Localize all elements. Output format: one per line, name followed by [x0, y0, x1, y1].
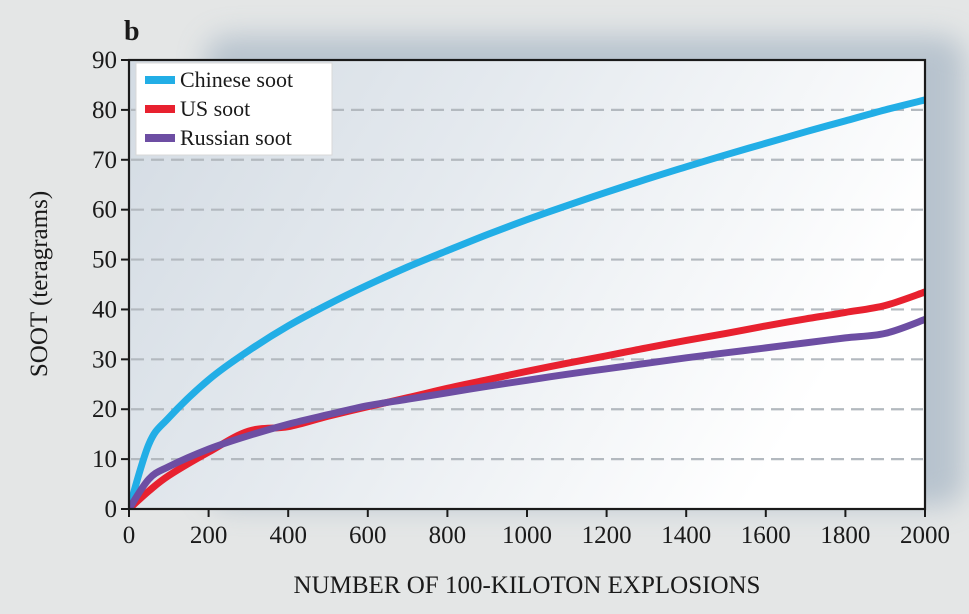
legend-label-chinese-soot: Chinese soot: [180, 67, 293, 92]
x-tick-label: 800: [429, 522, 467, 549]
x-tick-label: 0: [123, 522, 136, 549]
x-tick-label: 1200: [582, 522, 632, 549]
x-tick-label: 1400: [661, 522, 711, 549]
x-tick-label: 2000: [900, 522, 950, 549]
y-tick-label: 10: [92, 446, 117, 473]
x-tick-label: 1600: [741, 522, 791, 549]
x-axis-title: NUMBER OF 100-KILOTON EXPLOSIONS: [294, 572, 761, 599]
legend-label-us-soot: US soot: [180, 96, 250, 121]
y-tick-label: 80: [92, 97, 117, 124]
legend-label-russian-soot: Russian soot: [180, 125, 292, 150]
grid-lines: [131, 108, 923, 461]
x-tick-label: 600: [349, 522, 387, 549]
x-tick-label: 400: [269, 522, 307, 549]
series-line-chinese-soot: [129, 96, 925, 509]
y-tick-label: 70: [92, 147, 117, 174]
y-tick-label: 90: [92, 47, 117, 74]
panel-label: b: [124, 16, 140, 47]
y-tick-label: 30: [92, 346, 117, 373]
legend: Chinese soot US soot Russian soot: [135, 62, 333, 156]
series-line-russian-soot: [129, 315, 925, 509]
y-axis-title: SOOT (teragrams): [26, 191, 53, 377]
y-tick-label: 40: [92, 296, 117, 323]
x-tick-label: 1800: [820, 522, 870, 549]
y-tick-label: 60: [92, 197, 117, 224]
y-tick-label: 0: [105, 496, 118, 523]
y-tick-label: 50: [92, 247, 117, 274]
series-layer: [129, 96, 925, 509]
x-tick-label: 1000: [502, 522, 552, 549]
axis-ticks: 0 10 20 30 40 50 60 70 80 90 0 200 400 600 800 1000 1200…: [92, 47, 950, 549]
x-tick-label: 200: [190, 522, 228, 549]
y-tick-label: 20: [92, 396, 117, 423]
